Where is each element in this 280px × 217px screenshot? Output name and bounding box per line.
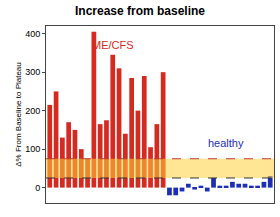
svg-text:300: 300 [25,67,40,77]
svg-text:100: 100 [25,144,40,154]
svg-text:ME/CFS: ME/CFS [92,39,134,51]
svg-text:200: 200 [25,106,40,116]
svg-text:Δ% From Baseline to Plateau: Δ% From Baseline to Plateau [14,62,23,167]
svg-text:healthy: healthy [208,137,244,149]
svg-text:0: 0 [35,183,40,193]
svg-text:400: 400 [25,29,40,39]
svg-text:Increase from baseline: Increase from baseline [75,4,205,18]
